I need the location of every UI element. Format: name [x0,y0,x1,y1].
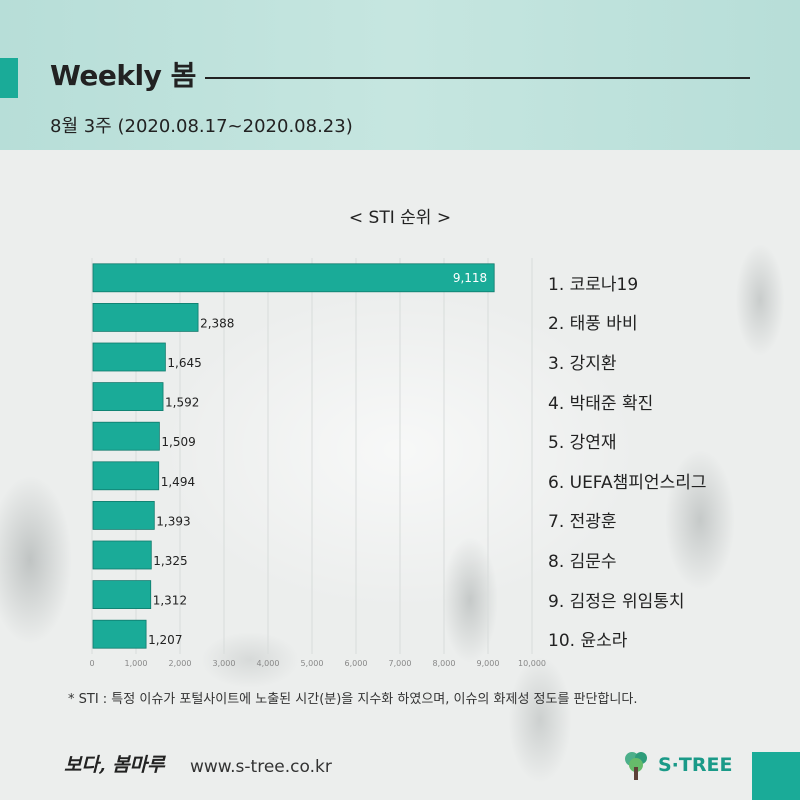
rank-item: 2. 태풍 바비 [548,314,638,335]
rank-item: 9. 김정은 위임통치 [548,591,685,612]
bar-value-label: 1,393 [156,514,190,528]
bar-value-label: 1,325 [153,554,187,568]
footer-url[interactable]: www.s-tree.co.kr [190,757,332,777]
bar-value-label: 1,509 [161,435,195,449]
footnote: * STI : 특정 이슈가 포털사이트에 노출된 시간(분)을 지수화 하였으… [68,692,638,707]
rank-item: 1. 코로나19 [548,274,639,295]
x-tick-label: 2,000 [169,659,192,668]
bar-value-label: 1,494 [161,475,195,489]
chart-title: < STI 순위 > [348,208,452,228]
bar-value-label: 1,645 [167,356,201,370]
tree-icon [625,752,647,780]
bar [92,500,155,530]
x-tick-label: 3,000 [213,659,236,668]
x-tick-label: 5,000 [301,659,324,668]
bar-value-label: 1,312 [153,594,187,608]
x-tick-label: 10,000 [518,659,546,668]
rank-item: 4. 박태준 확진 [548,393,654,414]
title-divider [205,77,750,79]
bar [92,540,152,570]
header-band [0,0,800,150]
bar [92,619,147,649]
logo-text: S·TREE [658,754,733,776]
page-title: Weekly 봄 [50,59,196,92]
bar [92,461,160,491]
bar [92,342,166,372]
footer-corner-accent [752,752,800,800]
footer-brand: 보다, 봄마루 [64,754,165,776]
rank-item: 6. UEFA챔피언스리그 [548,472,707,493]
bar-value-label: 1,592 [165,396,199,410]
bar [92,580,152,610]
bar-value-label: 2,388 [200,316,234,330]
bar-value-label: 9,118 [453,271,487,285]
x-tick-label: 9,000 [477,659,500,668]
rank-item: 3. 강지환 [548,354,617,374]
bar-value-label: 1,207 [148,633,182,647]
bar [92,303,199,332]
x-tick-label: 7,000 [389,659,412,668]
x-tick-label: 4,000 [257,659,280,668]
rank-item: 5. 강연재 [548,433,617,454]
header-accent-bar [0,58,18,98]
bar [92,382,164,411]
bar [92,263,495,293]
bar [92,421,160,451]
rank-item: 7. 전광훈 [548,512,617,533]
page-subtitle: 8월 3주 (2020.08.17~2020.08.23) [50,116,353,137]
rank-item: 8. 김문수 [548,552,617,572]
rank-item: 10. 윤소라 [548,631,628,652]
x-tick-label: 0 [89,659,94,668]
x-tick-label: 1,000 [125,659,148,668]
x-tick-label: 8,000 [433,659,456,668]
footer-logo: S·TREE [622,745,732,785]
sti-bar-chart: 0 1,000 2,000 3,000 4,000 5,000 6,000 7,000 8,00… [89,258,546,668]
x-tick-label: 6,000 [345,659,368,668]
